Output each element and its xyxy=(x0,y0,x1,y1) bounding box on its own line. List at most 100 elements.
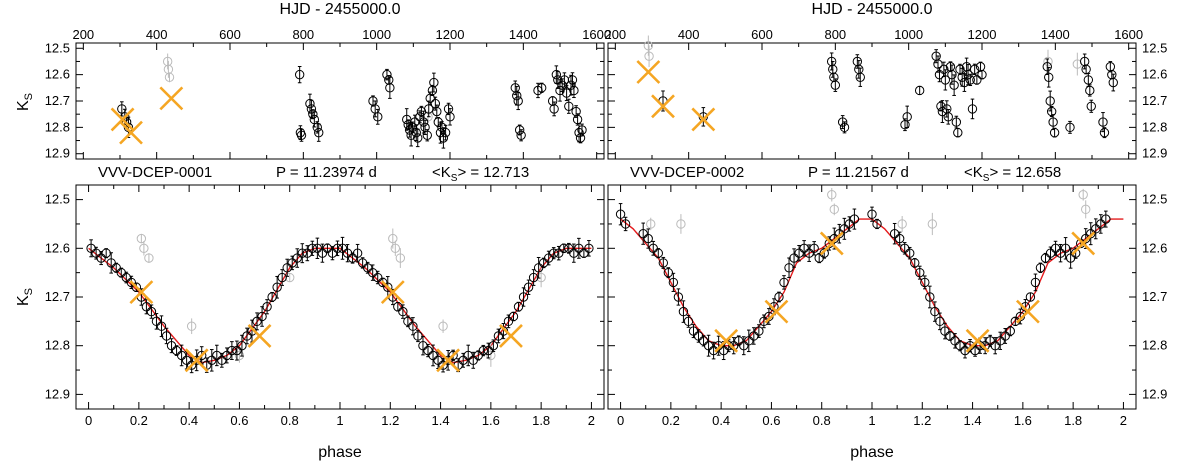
faint-data-point xyxy=(927,219,938,229)
data-point xyxy=(688,326,699,336)
y-tick-label: 12.8 xyxy=(45,119,70,134)
data-point xyxy=(1085,85,1095,96)
data-point xyxy=(378,277,388,288)
orange-cross-marker xyxy=(714,328,739,353)
data-point xyxy=(309,114,320,125)
data-point xyxy=(222,350,232,361)
data-point xyxy=(620,219,631,229)
orange-cross-marker xyxy=(159,86,184,111)
data-point xyxy=(327,248,338,258)
data-point xyxy=(1040,253,1051,263)
data-point xyxy=(227,345,237,356)
data-point xyxy=(549,248,559,258)
y-tick-label: 12.9 xyxy=(45,386,70,401)
data-point xyxy=(277,272,287,283)
data-point xyxy=(513,96,523,106)
y-tick-label: 12.5 xyxy=(1142,40,1167,55)
data-point xyxy=(643,233,653,244)
plot-frame xyxy=(607,42,1137,160)
x-tick-label: 0.6 xyxy=(230,413,248,428)
data-point xyxy=(894,233,905,244)
data-point xyxy=(312,122,322,133)
data-point xyxy=(899,243,910,254)
data-point xyxy=(181,355,192,366)
data-point xyxy=(332,243,343,254)
ylabel-ks-bottom-main: K xyxy=(15,295,32,306)
data-point xyxy=(985,336,995,346)
data-point xyxy=(943,112,953,122)
data-point xyxy=(734,336,744,346)
data-point xyxy=(322,243,333,254)
data-point xyxy=(86,243,96,254)
data-point xyxy=(977,69,987,80)
data-point xyxy=(352,248,363,258)
data-point xyxy=(237,340,247,351)
data-point xyxy=(953,127,963,138)
ylabel-ks-bottom-sub: S xyxy=(23,288,35,295)
data-point xyxy=(514,125,525,135)
x-tick-label: 1.8 xyxy=(1064,413,1082,428)
data-point xyxy=(1096,219,1106,229)
data-point xyxy=(940,326,950,336)
data-point xyxy=(910,258,920,268)
data-point xyxy=(121,272,131,283)
x-tick-label: 0 xyxy=(617,413,624,428)
data-point xyxy=(296,130,307,140)
x-tick-label: 800 xyxy=(824,27,846,42)
data-point xyxy=(844,219,855,229)
orange-cross-marker xyxy=(247,324,272,348)
faint-data-point xyxy=(285,272,295,283)
data-point xyxy=(398,306,408,317)
y-tick-label: 12.9 xyxy=(1142,386,1167,401)
data-point xyxy=(294,69,305,80)
faint-data-point xyxy=(1078,190,1088,200)
data-point xyxy=(940,75,951,85)
data-point xyxy=(538,258,549,268)
data-point xyxy=(429,77,439,88)
faint-data-point xyxy=(388,233,398,244)
data-point xyxy=(569,248,579,258)
data-point xyxy=(428,350,438,361)
data-point xyxy=(458,355,468,366)
data-point xyxy=(970,345,980,356)
model-curve xyxy=(620,218,1124,347)
data-point xyxy=(653,248,663,258)
y-tick-label: 12.8 xyxy=(45,338,70,353)
data-point xyxy=(739,340,749,351)
data-point xyxy=(1101,214,1111,224)
data-point xyxy=(252,316,262,327)
data-point xyxy=(543,253,554,263)
data-point xyxy=(754,326,764,336)
x-tick-label: 1.2 xyxy=(381,413,399,428)
data-point xyxy=(564,101,574,111)
data-point xyxy=(528,272,539,283)
data-point xyxy=(1030,277,1041,288)
x-tick-label: 1200 xyxy=(968,27,997,42)
data-point xyxy=(1065,122,1075,133)
data-point xyxy=(839,224,850,234)
xlabel-hjd-left: HJD - 2455000.0 xyxy=(280,1,401,18)
data-point xyxy=(663,267,674,278)
data-point xyxy=(577,125,587,135)
x-tick-label: 0.6 xyxy=(762,413,780,428)
data-point xyxy=(1081,64,1091,75)
data-point xyxy=(523,282,534,292)
faint-data-point xyxy=(186,321,197,331)
orange-cross-marker xyxy=(691,107,716,132)
data-point xyxy=(217,355,227,366)
period-0002: P = 11.21567 d xyxy=(808,164,909,181)
x-tick-label: 0.4 xyxy=(712,413,730,428)
data-point xyxy=(930,306,940,317)
data-point xyxy=(435,127,446,138)
ylabel-ks-bottom: KS xyxy=(15,288,35,306)
data-point xyxy=(1091,224,1101,234)
data-point xyxy=(975,340,985,351)
data-point xyxy=(963,69,973,80)
x-tick-label: 400 xyxy=(678,27,700,42)
data-point xyxy=(769,302,779,312)
data-point xyxy=(438,133,449,143)
faint-data-point xyxy=(139,243,149,254)
data-point xyxy=(518,292,529,302)
data-point xyxy=(784,263,794,273)
data-point xyxy=(819,248,829,258)
